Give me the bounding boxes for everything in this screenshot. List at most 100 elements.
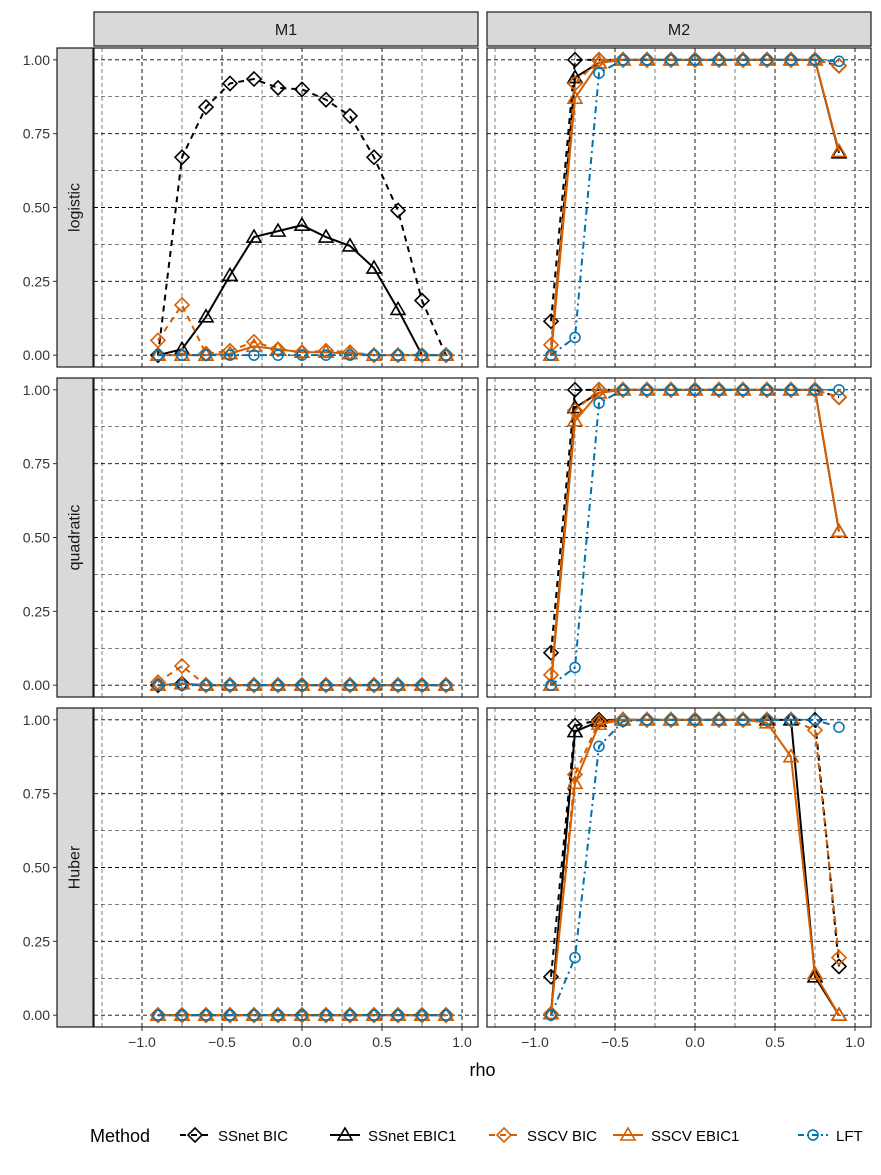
point-lft xyxy=(689,384,701,396)
point-lft xyxy=(272,679,284,691)
point-sscv-ebic1 xyxy=(566,412,584,427)
point-lft xyxy=(641,54,653,66)
series-line-sscv-bic xyxy=(550,718,840,1014)
panel-border xyxy=(486,707,872,1028)
point-ssnet-bic xyxy=(413,292,431,309)
point-ssnet-bic xyxy=(566,51,584,68)
y-tick-label: 0.25 xyxy=(23,933,50,949)
row-strip-label: quadratic xyxy=(67,505,84,571)
panel-huber-m1: 0.00 0.25 0.50 0.75 1.00 −1.0 −0.5 0.0 0.5 1.0 xyxy=(23,707,479,1050)
point-lft xyxy=(833,55,845,68)
point-sscv-bic xyxy=(269,341,287,358)
point-ssnet-ebic1 xyxy=(566,723,584,738)
grid xyxy=(487,378,871,697)
point-sscv-bic xyxy=(293,344,311,361)
grid xyxy=(94,48,478,367)
point-lft xyxy=(440,349,452,361)
point-lft xyxy=(833,721,845,733)
point-lft xyxy=(737,384,749,396)
point-lft xyxy=(152,1009,164,1021)
point-lft xyxy=(641,384,653,396)
x-tick-label: 0.0 xyxy=(292,1034,312,1050)
legend-key-marker xyxy=(336,1126,354,1141)
legend-key-marker xyxy=(495,1126,513,1144)
point-lft xyxy=(176,679,188,691)
point-sscv-bic xyxy=(173,296,191,314)
point-lft xyxy=(689,714,701,726)
series-line-sscv-ebic1 xyxy=(550,718,840,1016)
point-lft xyxy=(392,1009,404,1021)
legend-item-ssnet-ebic1: SSnet EBIC1 xyxy=(330,1126,456,1145)
grid xyxy=(94,378,478,697)
x-tick-label: 0.5 xyxy=(372,1034,392,1050)
x-tick-label: −1.0 xyxy=(128,1034,156,1050)
grid xyxy=(487,48,871,367)
point-ssnet-bic xyxy=(317,91,335,108)
point-lft xyxy=(272,1009,284,1021)
point-lft xyxy=(416,1009,428,1021)
y-tick-label: 0.00 xyxy=(23,347,50,363)
point-lft xyxy=(344,1009,356,1021)
point-sscv-bic xyxy=(149,674,167,691)
panel-border xyxy=(486,377,872,698)
point-lft xyxy=(200,1009,212,1021)
point-ssnet-bic xyxy=(341,107,359,125)
point-lft xyxy=(593,67,605,79)
y-tick-label: 0.75 xyxy=(23,786,50,802)
point-ssnet-ebic1 xyxy=(269,222,287,237)
point-sscv-ebic1 xyxy=(566,774,584,790)
point-ssnet-bic xyxy=(245,70,263,88)
point-lft xyxy=(248,679,260,691)
point-lft xyxy=(152,679,164,691)
series-layer xyxy=(149,657,455,694)
point-sscv-bic xyxy=(830,389,848,406)
point-ssnet-bic xyxy=(389,202,407,219)
panel-logistic-m2 xyxy=(486,47,872,368)
y-tick-label: 0.50 xyxy=(23,530,50,546)
column-strip-label: M2 xyxy=(668,22,690,39)
point-sscv-bic xyxy=(245,333,263,351)
point-lft xyxy=(320,1009,332,1021)
point-ssnet-ebic1 xyxy=(245,228,263,243)
x-tick-label: 1.0 xyxy=(845,1034,865,1050)
point-lft xyxy=(200,679,212,691)
point-lft xyxy=(320,679,332,691)
point-ssnet-ebic1 xyxy=(197,308,215,323)
point-lft xyxy=(344,679,356,691)
x-tick-label: −1.0 xyxy=(521,1034,549,1050)
point-lft xyxy=(392,349,404,361)
series-layer xyxy=(149,70,455,364)
point-lft xyxy=(344,349,356,361)
point-lft xyxy=(440,679,452,691)
legend-label: SSCV EBIC1 xyxy=(651,1128,739,1145)
point-lft xyxy=(665,714,677,726)
point-lft xyxy=(416,349,428,361)
series-line-lft xyxy=(550,58,840,356)
point-sscv-bic xyxy=(590,381,608,398)
row-strip-quadratic xyxy=(56,377,94,698)
point-sscv-bic xyxy=(806,722,824,739)
point-lft xyxy=(761,714,773,726)
column-strip-m2 xyxy=(486,11,872,47)
point-lft xyxy=(224,349,236,361)
point-ssnet-ebic1 xyxy=(389,300,407,316)
legend-label: LFT xyxy=(836,1128,863,1145)
point-lft xyxy=(641,714,653,726)
series-line-ssnet-ebic1 xyxy=(157,224,446,357)
series-layer xyxy=(542,381,848,691)
point-lft xyxy=(617,384,629,396)
grid xyxy=(94,708,478,1027)
x-tick-label: 1.0 xyxy=(452,1034,472,1050)
legend: Method SSnet BIC SSnet EBIC1 SSCV BIC SSCV E… xyxy=(90,1126,863,1146)
point-sscv-bic xyxy=(830,949,848,966)
point-lft xyxy=(569,661,581,674)
point-sscv-ebic1 xyxy=(830,142,848,158)
point-sscv-ebic1 xyxy=(806,965,824,980)
row-strip-label: logistic xyxy=(67,183,84,232)
point-lft xyxy=(545,679,557,691)
point-sscv-ebic1 xyxy=(782,748,800,763)
legend-title: Method xyxy=(90,1126,150,1146)
panel-border xyxy=(486,47,872,368)
point-ssnet-ebic1 xyxy=(317,228,335,243)
point-ssnet-ebic1 xyxy=(806,968,824,983)
